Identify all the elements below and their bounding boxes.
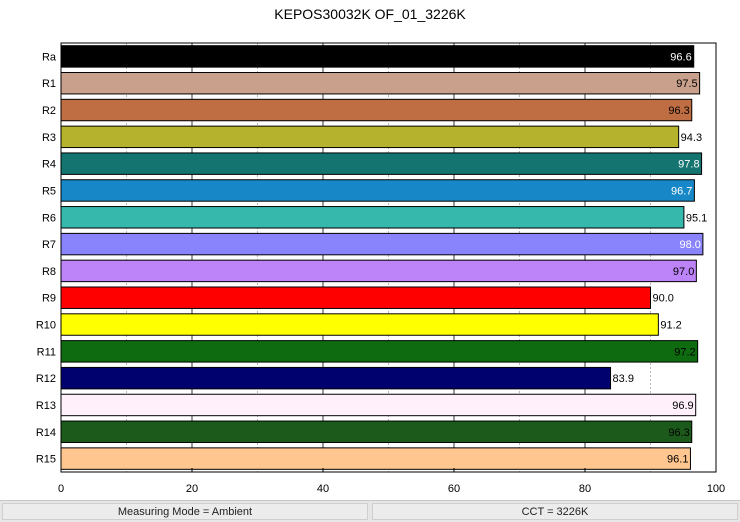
x-tick-label: 0	[58, 483, 64, 495]
x-tick-label: 100	[707, 483, 725, 495]
bar-r6	[60, 206, 685, 229]
category-label: R2	[42, 105, 56, 117]
bar-r3	[60, 125, 680, 149]
value-label-r12: 83.9	[613, 373, 634, 385]
value-label-r7: 98.0	[679, 239, 700, 251]
category-label: R13	[36, 400, 56, 412]
value-label-r3: 94.3	[681, 132, 702, 144]
bar-r8	[60, 259, 697, 283]
category-label: R12	[36, 373, 56, 385]
category-label: R3	[42, 132, 56, 144]
chart-title: KEPOS30032K OF_01_3226K	[274, 6, 466, 22]
bar-ra	[60, 45, 695, 68]
bar-r1	[60, 71, 701, 95]
category-label: R5	[42, 185, 56, 197]
category-label: R4	[42, 159, 56, 171]
category-label: R8	[42, 266, 56, 278]
x-tick-label: 40	[317, 483, 329, 495]
x-tick-label: 60	[448, 483, 460, 495]
bar-r4	[60, 152, 703, 175]
value-label-r2: 96.3	[668, 105, 689, 117]
value-label-r14: 96.3	[668, 427, 689, 439]
category-label: R6	[42, 212, 56, 224]
value-label-r13: 96.9	[672, 400, 693, 412]
bar-r7	[60, 232, 704, 256]
measuring-mode-status: Measuring Mode = Ambient	[2, 503, 368, 520]
value-label-r1: 97.5	[676, 78, 697, 90]
category-label: R7	[42, 239, 56, 251]
status-footer: Measuring Mode = Ambient CCT = 3226K	[0, 500, 740, 522]
value-label-r8: 97.0	[673, 266, 694, 278]
x-tick-label: 20	[186, 483, 198, 495]
x-tick-label: 80	[579, 483, 591, 495]
value-label-r9: 90.0	[653, 293, 674, 305]
category-label: R9	[42, 293, 56, 305]
bar-r13	[60, 393, 697, 417]
value-label-r10: 91.2	[660, 320, 681, 332]
category-label: R15	[36, 454, 56, 466]
bar-r5	[60, 179, 695, 202]
cct-status: CCT = 3226K	[372, 503, 738, 520]
bar-r10	[60, 313, 659, 336]
category-label: Ra	[42, 51, 57, 63]
category-label: R11	[37, 346, 56, 358]
category-label: R14	[36, 427, 56, 439]
cri-bar-chart: 96.6 Ra 97.5 R1 96.3 R2 94.3 R3 97.8 R4 96.7 R5 95.1…	[36, 42, 725, 495]
value-label-r6: 95.1	[686, 212, 707, 224]
category-label: R1	[42, 78, 56, 90]
bar-r9	[60, 286, 651, 309]
value-label-r4: 97.8	[678, 159, 699, 171]
bar-r2	[60, 98, 693, 122]
value-label-ra: 96.6	[670, 51, 691, 63]
plot-frame	[60, 42, 717, 473]
value-label-r11: 97.2	[674, 346, 695, 358]
bar-r14	[60, 420, 693, 444]
value-label-r15: 96.1	[667, 454, 688, 466]
bar-r15	[60, 447, 691, 470]
bar-r11	[60, 340, 699, 363]
value-label-r5: 96.7	[671, 185, 692, 197]
category-label: R10	[36, 320, 56, 332]
bar-r12	[60, 366, 612, 390]
